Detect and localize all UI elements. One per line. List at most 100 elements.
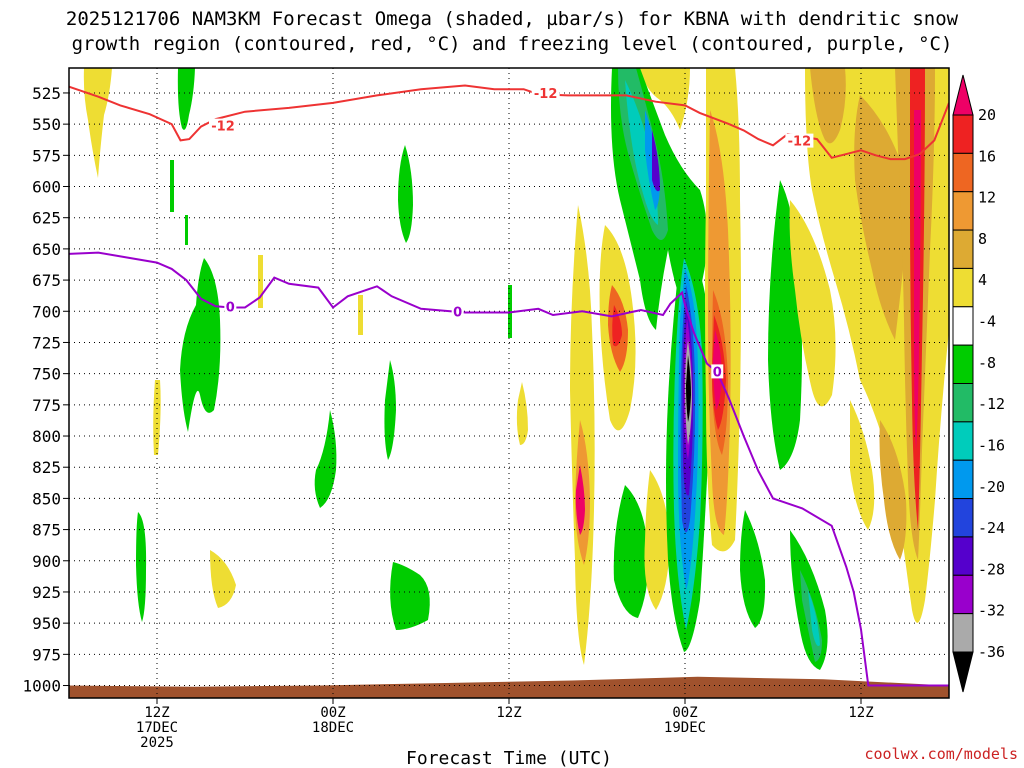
colorbar-swatch-6 [952, 306, 974, 346]
x-tick-label-0-0: 12Z [144, 705, 169, 721]
omega-blob-yellow-06z-right [789, 200, 836, 407]
y-tick-label-775: 775 [32, 396, 61, 415]
colorbar-top-arrow [952, 74, 974, 116]
grid-lines [69, 68, 949, 698]
omega-blob-green-low-mid [390, 562, 430, 630]
dgz-label-bg-0 [209, 118, 237, 133]
y-tick-label-925: 925 [32, 583, 61, 602]
colorbar-label-4: 4 [978, 271, 987, 289]
colorbar: 20 16 12 8 4 -4 -8 -12 -16 -20 -24 -28 -32 -36 [952, 74, 1005, 693]
fz-label-bg-0 [224, 299, 237, 314]
colorbar-swatch-1 [952, 114, 974, 154]
colorbar-label-0: 20 [978, 106, 996, 124]
omega-blob-yellow-upper-mid [640, 68, 690, 130]
colorbar-label-9: -20 [978, 478, 1005, 496]
y-tick-label-650: 650 [32, 240, 61, 259]
colorbar-swatch-9 [952, 421, 974, 461]
colorbar-bottom-arrow [952, 651, 974, 693]
y-tick-label-675: 675 [32, 271, 61, 290]
omega-blob-green-18dec-low [314, 410, 337, 508]
omega-blob-green-12z-main [180, 258, 221, 432]
omega-blob-yellow-low-left [210, 550, 236, 608]
omega-blob-yellow-small-2 [358, 295, 363, 335]
fz-label-0: 0 [226, 301, 235, 316]
colorbar-swatch-12 [952, 536, 974, 576]
omega-blob-yellow-small-1 [258, 255, 263, 308]
fz-label-bg-1 [451, 304, 464, 319]
dgz-label-bg-1 [531, 86, 560, 101]
chart-title-line-2: growth region (contoured, red, °C) and f… [72, 33, 953, 55]
colorbar-swatch-5 [952, 267, 974, 308]
freezing-level-contour-0 [69, 251, 949, 687]
omega-shading-layer [83, 68, 949, 670]
omega-blob-orange-right-low [879, 420, 907, 560]
colorbar-label-10: -24 [978, 519, 1005, 537]
omega-blob-violet-upper [652, 130, 660, 192]
dgz-label-1: -12 [534, 87, 558, 102]
y-tick-label-1000: 1000 [22, 677, 61, 696]
y-tick-label-525: 525 [32, 84, 61, 103]
omega-blob-yellow-right-low [850, 400, 875, 530]
x-tick-label-0-2: 2025 [140, 735, 174, 751]
omega-blob-yellow-12z [153, 380, 161, 455]
colorbar-label-8: -16 [978, 436, 1005, 454]
x-tick-label-0-1: 17DEC [136, 720, 178, 736]
y-tick-label-825: 825 [32, 458, 61, 477]
colorbar-swatch-4 [952, 229, 974, 269]
omega-blob-cyan-06z-lower [808, 590, 820, 646]
colorbar-swatch-7 [952, 344, 974, 384]
colorbar-swatch-2 [952, 152, 974, 193]
y-tick-label-600: 600 [32, 178, 61, 197]
colorbar-label-13: -36 [978, 643, 1005, 661]
dgz-label-2: -12 [788, 135, 812, 150]
x-tick-label-1-1: 18DEC [312, 720, 354, 736]
omega-blob-yellow-12z-18 [516, 382, 528, 445]
omega-blob-yellow-pre00z-low [644, 470, 670, 610]
colorbar-label-12: -32 [978, 602, 1005, 620]
fz-label-2: 0 [713, 365, 722, 380]
omega-blob-green-thin-2 [185, 215, 188, 245]
x-tick-label-3-1: 19DEC [664, 720, 706, 736]
fz-label-1: 0 [453, 306, 462, 321]
y-tick-label-725: 725 [32, 333, 61, 352]
y-tick-label-975: 975 [32, 645, 61, 664]
colorbar-swatch-14 [952, 613, 974, 653]
x-tick-label-1-0: 00Z [320, 705, 345, 721]
omega-blob-green-early-top [177, 68, 195, 130]
terrain-surface [69, 676, 949, 698]
y-tick-label-575: 575 [32, 146, 61, 165]
y-tick-label-850: 850 [32, 489, 61, 508]
fz-label-bg-2 [711, 364, 724, 379]
colorbar-label-5: -4 [978, 313, 996, 331]
y-tick-label-900: 900 [32, 552, 61, 571]
omega-blob-pink-column [575, 465, 585, 535]
colorbar-swatch-11 [952, 498, 974, 538]
dgz-contour-minus12 [69, 84, 949, 161]
colorbar-label-6: -8 [978, 354, 996, 372]
colorbar-label-3: 8 [978, 230, 987, 248]
omega-blob-cyan-upper [625, 80, 658, 225]
omega-blob-orange-right-2 [854, 95, 907, 340]
credit-text: coolwx.com/models [864, 745, 1018, 763]
x-axis-label: Forecast Time (UTC) [406, 748, 612, 768]
omega-blob-green-pre00z-low [613, 485, 649, 618]
y-tick-label-875: 875 [32, 521, 61, 540]
colorbar-swatch-3 [952, 191, 974, 231]
omega-blob-green-mid-col [384, 360, 396, 460]
chart-title-line-1: 2025121706 NAM3KM Forecast Omega (shaded… [66, 8, 959, 30]
omega-blob-green-06z-low [740, 510, 766, 628]
contour-labels: -12 -12 -12 0 0 0 [209, 86, 814, 380]
x-tick-label-3-0: 00Z [672, 705, 697, 721]
dgz-label-0: -12 [211, 120, 235, 135]
colorbar-label-11: -28 [978, 560, 1005, 578]
colorbar-label-1: 16 [978, 147, 996, 165]
dgz-label-bg-2 [785, 133, 814, 148]
y-tick-label-550: 550 [32, 115, 61, 134]
y-axis-ticks: 525 550 575 600 625 650 675 700 725 750 775 800 825 8… [22, 84, 69, 696]
omega-blob-green-thin [170, 160, 174, 212]
y-tick-label-800: 800 [32, 427, 61, 446]
y-tick-label-950: 950 [32, 614, 61, 633]
x-tick-label-2-0: 12Z [496, 705, 521, 721]
